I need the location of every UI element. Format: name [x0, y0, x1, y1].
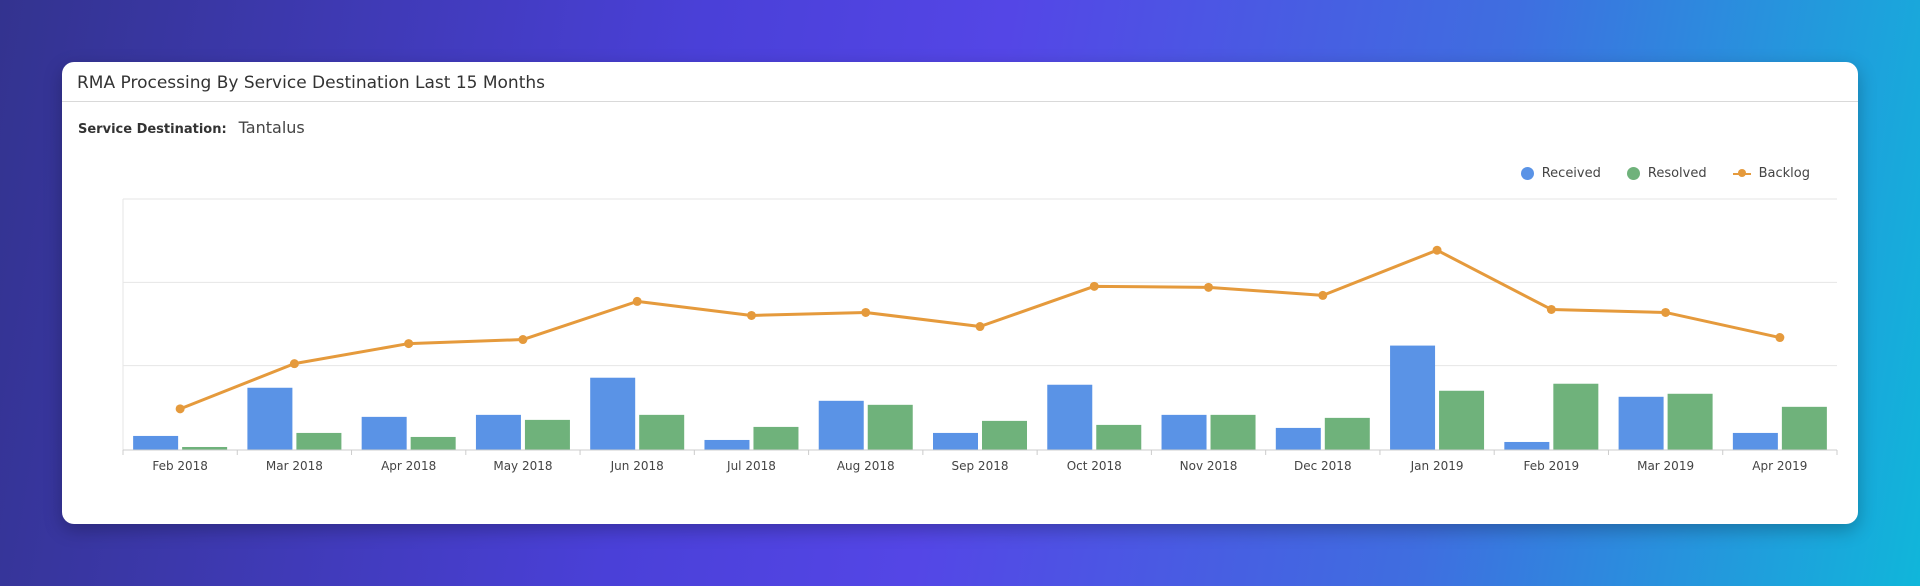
x-tick-label-6: Aug 2018 [837, 459, 895, 473]
legend-resolved-label: Resolved [1647, 166, 1707, 181]
bar-received-14[interactable] [1732, 432, 1778, 450]
x-tick-label-12: Feb 2019 [1524, 459, 1580, 473]
bar-received-12[interactable] [1504, 441, 1550, 450]
x-tick-label-13: Mar 2019 [1637, 459, 1694, 473]
chart-card: RMA Processing By Service Destination La… [62, 62, 1858, 524]
filter-label: Service Destination: [78, 122, 227, 137]
filter-value[interactable]: Tantalus [238, 118, 305, 137]
backlog-point-10[interactable] [1318, 290, 1328, 300]
bar-resolved-1[interactable] [296, 432, 342, 450]
bar-resolved-9[interactable] [1210, 414, 1256, 450]
backlog-point-0[interactable] [175, 404, 185, 414]
bar-received-2[interactable] [361, 416, 407, 450]
legend-backlog-label: Backlog [1758, 166, 1810, 181]
backlog-point-3[interactable] [518, 335, 528, 345]
backlog-point-7[interactable] [975, 322, 985, 332]
backlog-point-8[interactable] [1089, 281, 1099, 291]
backlog-point-2[interactable] [404, 339, 414, 349]
backlog-point-14[interactable] [1775, 333, 1785, 343]
bar-received-10[interactable] [1275, 427, 1321, 450]
x-tick-label-5: Jul 2018 [726, 459, 776, 473]
x-tick-label-9: Nov 2018 [1180, 459, 1238, 473]
bar-resolved-4[interactable] [639, 414, 685, 450]
bar-received-8[interactable] [1047, 384, 1093, 450]
x-tick-label-2: Apr 2018 [381, 459, 436, 473]
bar-resolved-7[interactable] [982, 420, 1027, 450]
bar-received-13[interactable] [1618, 396, 1664, 450]
backlog-point-11[interactable] [1432, 245, 1442, 255]
backlog-point-4[interactable] [632, 296, 642, 306]
bar-resolved-6[interactable] [867, 404, 913, 450]
x-tick-label-14: Apr 2019 [1752, 459, 1807, 473]
legend-backlog-marker-icon [1732, 167, 1751, 180]
chart-plot: Feb 2018 Mar 2018 Apr 2018 May 2018 Jun 2018… [122, 198, 1838, 473]
bar-resolved-10[interactable] [1324, 417, 1370, 450]
legend-resolved-marker-icon [1626, 167, 1640, 180]
bar-resolved-0[interactable] [182, 446, 228, 450]
backlog-point-12[interactable] [1546, 304, 1556, 314]
bar-resolved-8[interactable] [1096, 424, 1142, 450]
card-header: RMA Processing By Service Destination La… [62, 62, 1858, 102]
bar-received-11[interactable] [1390, 345, 1436, 450]
backlog-point-1[interactable] [289, 359, 299, 369]
x-tick-label-7: Sep 2018 [952, 459, 1009, 473]
legend-received-marker-icon [1520, 167, 1534, 180]
bar-resolved-5[interactable] [753, 426, 799, 450]
bar-received-0[interactable] [133, 435, 179, 450]
x-tick-label-8: Oct 2018 [1067, 459, 1122, 473]
x-tick-label-1: Mar 2018 [266, 459, 323, 473]
backlog-point-5[interactable] [746, 310, 756, 320]
bar-resolved-2[interactable] [410, 436, 456, 450]
card-title: RMA Processing By Service Destination La… [77, 72, 545, 93]
legend-item-backlog[interactable]: Backlog [1732, 166, 1810, 181]
x-tick-label-4: Jun 2018 [610, 459, 664, 473]
x-tick-label-10: Dec 2018 [1294, 459, 1352, 473]
bar-resolved-13[interactable] [1667, 393, 1713, 450]
chart-legend: Received Resolved Backlog [1520, 166, 1810, 181]
backlog-point-13[interactable] [1661, 307, 1671, 317]
backlog-point-9[interactable] [1204, 282, 1214, 292]
x-tick-label-0: Feb 2018 [152, 459, 208, 473]
bar-received-6[interactable] [818, 400, 864, 450]
x-tick-label-11: Jan 2019 [1410, 459, 1464, 473]
backlog-point-6[interactable] [861, 307, 871, 317]
x-tick-label-3: May 2018 [493, 459, 552, 473]
legend-item-resolved[interactable]: Resolved [1626, 166, 1707, 181]
bar-resolved-11[interactable] [1439, 390, 1485, 450]
bar-resolved-3[interactable] [524, 419, 570, 450]
bar-received-1[interactable] [247, 387, 293, 450]
bar-received-7[interactable] [933, 432, 978, 450]
bar-received-3[interactable] [475, 414, 521, 450]
bar-received-5[interactable] [704, 439, 750, 450]
bar-resolved-12[interactable] [1553, 383, 1599, 450]
filter-row: Service Destination: Tantalus [78, 118, 305, 137]
bar-resolved-14[interactable] [1781, 406, 1827, 450]
bar-received-4[interactable] [590, 377, 636, 450]
legend-received-label: Received [1541, 166, 1601, 181]
bar-received-9[interactable] [1161, 414, 1207, 450]
legend-item-received[interactable]: Received [1520, 166, 1601, 181]
